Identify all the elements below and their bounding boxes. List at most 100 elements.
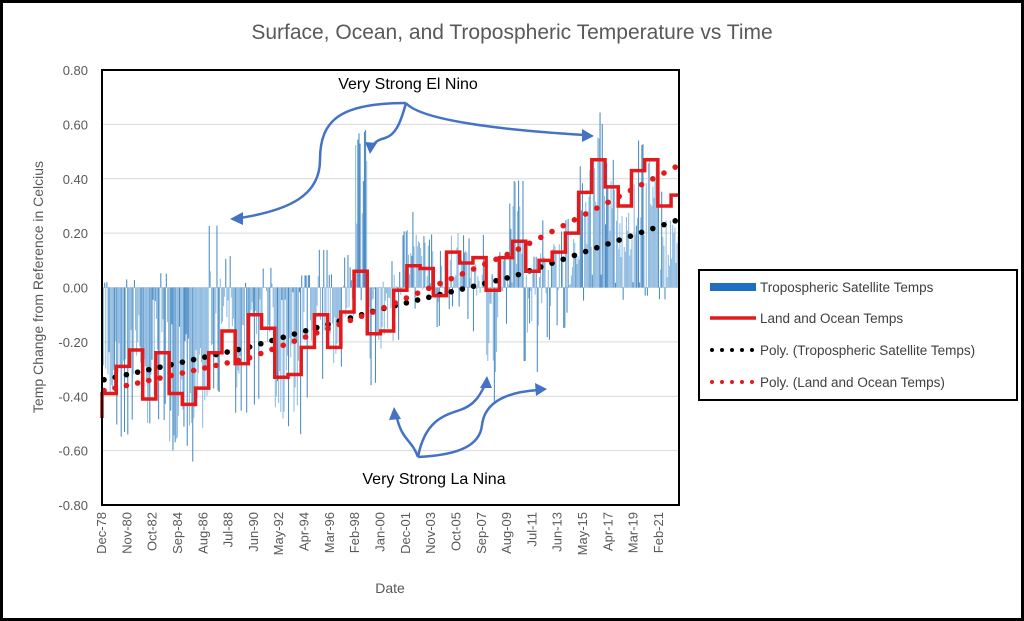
tropospheric-bar [562,258,564,288]
tropospheric-bar [174,287,176,443]
tropospheric-bar [322,287,324,379]
trend-dot-land-ocean [526,240,533,247]
tropospheric-bar [310,287,312,321]
tropospheric-bar [337,287,339,325]
tropospheric-bar [267,287,269,342]
tropospheric-bar [644,287,646,296]
trend-dot-tropospheric [235,346,242,353]
tropospheric-bar [522,180,524,288]
tropospheric-bar [170,287,172,411]
tropospheric-bar [527,287,530,299]
trend-dot-land-ocean [291,338,298,344]
tropospheric-bar [588,196,590,288]
tropospheric-bar [333,287,335,364]
trend-dot-land-ocean [179,370,186,376]
tropospheric-bar [665,220,667,288]
y-tick-label: 0.60 [63,117,88,132]
tropospheric-bar [431,234,433,288]
tropospheric-bar [355,145,357,288]
x-axis-ticks: Dec-78 Nov-80 Oct-82 Sep-84 Aug-86 Jul-88 Jun-… [94,512,666,555]
tropospheric-bar [487,287,489,361]
x-tick-label: Jun-90 [246,512,261,552]
trend-dot-tropospheric [504,275,511,281]
tropospheric-bar [612,159,614,288]
tropospheric-bar [286,287,288,356]
trend-dot-tropospheric [616,237,622,243]
tropospheric-bar [295,287,297,342]
tropospheric-bar [302,287,304,340]
tropospheric-bar [363,131,365,288]
trend-dot-tropospheric [493,277,499,284]
arrowhead-icon [230,212,243,225]
tropospheric-bar [390,287,392,309]
tropospheric-bar [536,287,538,373]
tropospheric-bar [547,270,549,288]
tropospheric-bar [514,182,516,288]
tropospheric-bar [116,287,118,425]
tropospheric-bar [428,239,430,288]
tropospheric-bar [280,287,282,412]
tropospheric-bar [250,287,252,310]
tropospheric-bar [145,287,148,382]
tropospheric-bar [240,287,242,411]
tropospheric-bar [313,287,315,326]
tropospheric-bar [107,287,109,375]
trend-dot-tropospheric [605,241,611,247]
tropospheric-bar [153,287,155,395]
tropospheric-bar [503,257,505,288]
trend-dot-land-ocean [459,271,466,277]
tropospheric-bar [532,273,534,288]
tropospheric-bar [282,287,284,419]
tropospheric-bar [190,287,192,394]
tropospheric-bar [521,253,523,288]
tropospheric-bar [345,287,347,317]
tropospheric-bar [247,287,249,324]
tropospheric-bar [651,205,653,288]
tropospheric-bar [555,252,557,288]
tropospheric-bar [176,287,178,438]
arrowhead-icon [480,376,492,388]
tropospheric-bar [370,287,372,386]
tropospheric-bar [314,287,316,318]
tropospheric-bar [216,225,218,288]
tropospheric-bar [297,287,299,361]
tropospheric-bar [272,287,274,308]
tropospheric-bar [373,287,375,290]
tropospheric-bar [409,274,411,288]
trend-dot-tropospheric [414,297,421,303]
tropospheric-bar [411,255,413,288]
tropospheric-bar [557,287,559,291]
tropospheric-bar [243,287,246,362]
trend-dot-land-ocean [493,256,499,263]
tropospheric-bar [493,287,495,404]
tropospheric-bar [628,212,630,288]
tropospheric-bar [106,282,108,288]
tropospheric-bar [359,143,361,288]
tropospheric-bar [438,287,440,326]
tropospheric-bar [104,282,106,288]
tropospheric-bar [198,287,200,355]
trend-dot-tropospheric [146,366,152,373]
tropospheric-bar [366,161,368,288]
trend-dot-land-ocean [538,234,544,241]
trend-dot-land-ocean [470,266,477,272]
tropospheric-bar [330,274,332,288]
trend-dot-land-ocean [280,342,287,349]
tropospheric-bar [525,275,527,288]
trend-dot-land-ocean [146,377,152,384]
tropospheric-bar [389,287,391,298]
trend-dot-tropospheric [179,359,186,365]
tropospheric-bar [586,243,588,288]
tropospheric-bar [649,158,651,288]
tropospheric-bar [201,287,203,363]
tropospheric-bar [611,208,613,288]
tropospheric-bar [553,243,555,288]
tropospheric-bar [653,197,655,288]
tropospheric-bar [251,287,253,303]
tropospheric-bar [237,287,239,371]
chart-title: Surface, Ocean, and Tropospheric Tempera… [251,21,772,44]
tropospheric-bar [556,287,558,326]
y-axis-title: Temp Change from Reference in Celcius [30,161,46,413]
tropospheric-bar [265,287,268,291]
tropospheric-bar [391,261,393,288]
